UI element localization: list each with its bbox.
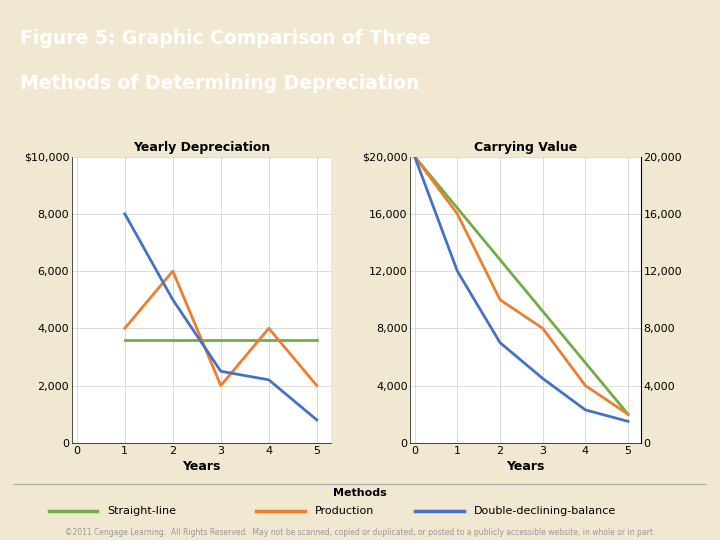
Text: Production: Production: [315, 506, 374, 516]
Text: Straight-line: Straight-line: [108, 506, 176, 516]
Text: Methods of Determining Depreciation: Methods of Determining Depreciation: [20, 73, 420, 93]
X-axis label: Years: Years: [506, 460, 545, 472]
Text: Double-declining-balance: Double-declining-balance: [474, 506, 616, 516]
Text: Methods: Methods: [333, 488, 387, 498]
Title: Carrying Value: Carrying Value: [474, 141, 577, 154]
Text: ©2011 Cengage Learning.  All Rights Reserved.  May not be scanned, copied or dup: ©2011 Cengage Learning. All Rights Reser…: [65, 528, 655, 537]
Title: Yearly Depreciation: Yearly Depreciation: [133, 141, 270, 154]
Text: Figure 5: Graphic Comparison of Three: Figure 5: Graphic Comparison of Three: [20, 29, 431, 48]
X-axis label: Years: Years: [182, 460, 221, 472]
